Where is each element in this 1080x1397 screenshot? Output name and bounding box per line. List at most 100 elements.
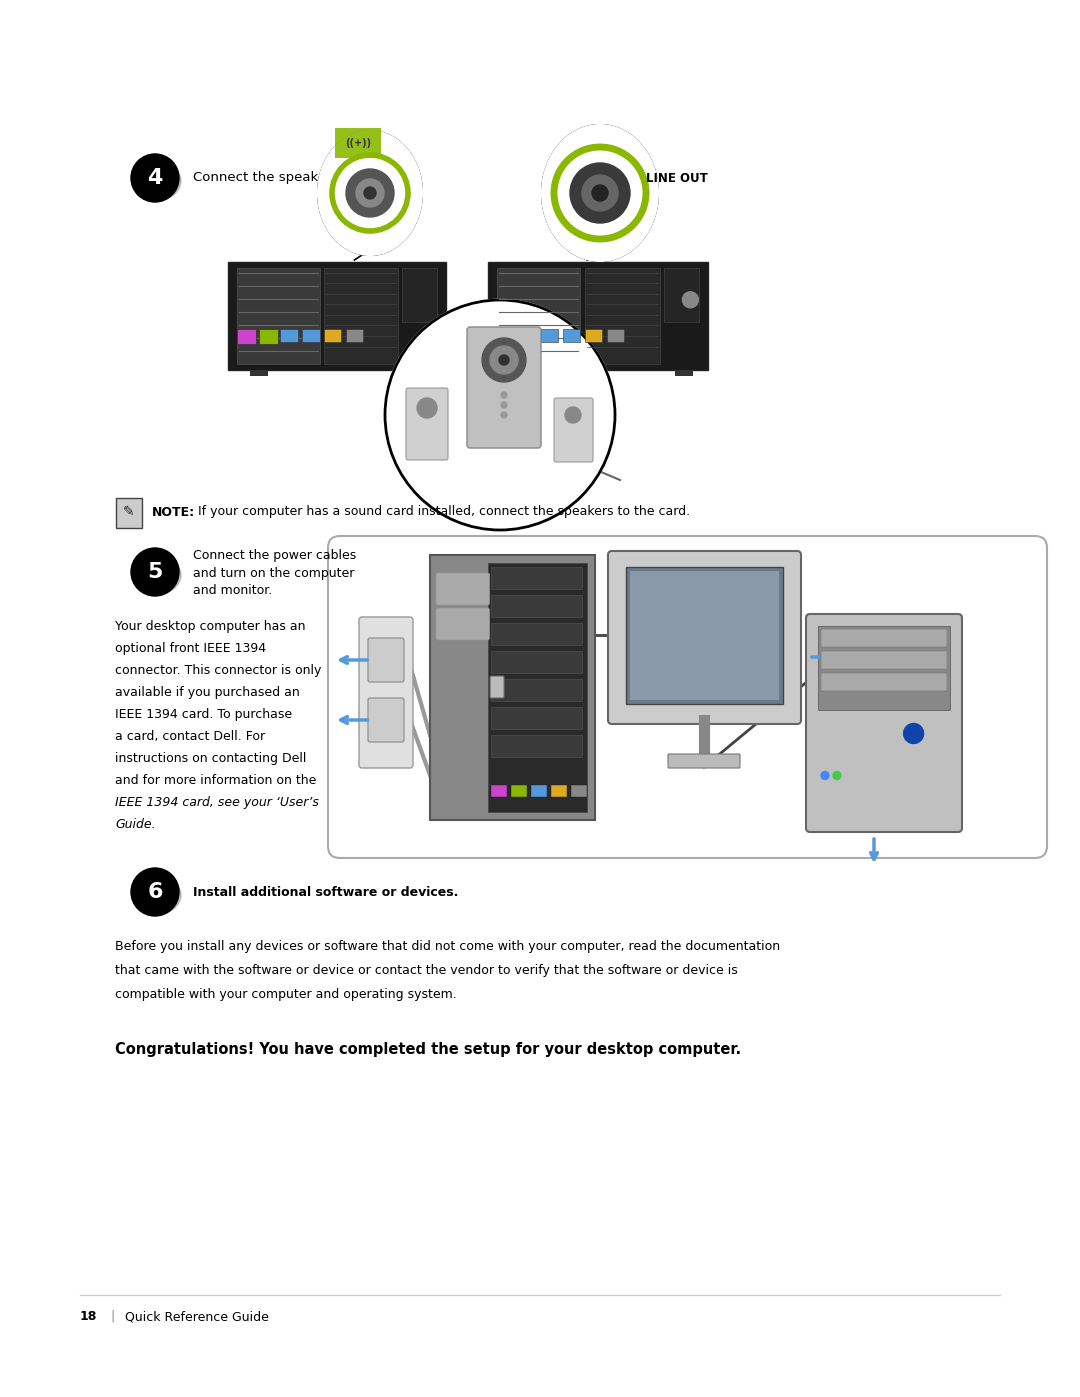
FancyBboxPatch shape	[237, 328, 256, 344]
Text: and turn on the computer: and turn on the computer	[193, 567, 354, 580]
FancyBboxPatch shape	[228, 263, 446, 370]
Circle shape	[499, 355, 509, 365]
FancyBboxPatch shape	[821, 651, 947, 669]
Text: IEEE 1394 card. To purchase: IEEE 1394 card. To purchase	[114, 708, 292, 721]
FancyBboxPatch shape	[467, 327, 541, 448]
FancyBboxPatch shape	[491, 707, 582, 729]
FancyBboxPatch shape	[626, 567, 783, 704]
Text: 4: 4	[147, 168, 163, 189]
Text: LINE OUT: LINE OUT	[646, 172, 707, 184]
FancyBboxPatch shape	[116, 497, 141, 528]
Circle shape	[833, 771, 841, 780]
Text: Quick Reference Guide: Quick Reference Guide	[125, 1310, 269, 1323]
FancyBboxPatch shape	[806, 615, 962, 833]
FancyBboxPatch shape	[518, 328, 539, 344]
Text: Before you install any devices or software that did not come with your computer,: Before you install any devices or softwa…	[114, 940, 780, 953]
Text: a card, contact Dell. For: a card, contact Dell. For	[114, 731, 265, 743]
FancyBboxPatch shape	[491, 735, 582, 757]
Ellipse shape	[133, 556, 181, 594]
FancyBboxPatch shape	[491, 623, 582, 645]
Circle shape	[501, 393, 507, 398]
Text: ((+)): ((+))	[345, 138, 372, 148]
FancyBboxPatch shape	[249, 370, 268, 376]
Circle shape	[384, 300, 615, 529]
Text: compatible with your computer and operating system.: compatible with your computer and operat…	[114, 988, 457, 1002]
Text: instructions on contacting Dell: instructions on contacting Dell	[114, 752, 307, 766]
FancyBboxPatch shape	[551, 785, 567, 798]
Text: Install additional software or devices.: Install additional software or devices.	[193, 886, 458, 898]
Text: Your desktop computer has an: Your desktop computer has an	[114, 620, 306, 633]
FancyBboxPatch shape	[346, 328, 363, 342]
Ellipse shape	[542, 124, 658, 261]
FancyBboxPatch shape	[563, 328, 580, 342]
Circle shape	[582, 175, 618, 211]
FancyBboxPatch shape	[630, 571, 779, 700]
Circle shape	[356, 179, 384, 207]
Ellipse shape	[133, 876, 181, 914]
FancyBboxPatch shape	[406, 388, 448, 460]
Text: Congratulations! You have completed the setup for your desktop computer.: Congratulations! You have completed the …	[114, 1042, 741, 1058]
FancyBboxPatch shape	[281, 328, 298, 342]
Text: that came with the software or device or contact the vendor to verify that the s: that came with the software or device or…	[114, 964, 738, 977]
Circle shape	[131, 868, 179, 916]
FancyBboxPatch shape	[430, 555, 595, 820]
FancyBboxPatch shape	[531, 785, 548, 798]
FancyBboxPatch shape	[818, 626, 950, 710]
Text: 5: 5	[147, 562, 163, 583]
FancyBboxPatch shape	[554, 398, 593, 462]
Ellipse shape	[318, 131, 422, 256]
Circle shape	[131, 154, 179, 203]
FancyBboxPatch shape	[328, 536, 1047, 858]
FancyBboxPatch shape	[491, 595, 582, 617]
FancyBboxPatch shape	[821, 673, 947, 692]
Text: Connect the speakers.: Connect the speakers.	[193, 172, 342, 184]
FancyBboxPatch shape	[675, 370, 693, 376]
Circle shape	[904, 724, 923, 743]
Text: NOTE:: NOTE:	[152, 506, 195, 518]
FancyBboxPatch shape	[607, 328, 624, 342]
Circle shape	[482, 338, 526, 381]
Text: Connect the power cables: Connect the power cables	[193, 549, 356, 563]
FancyBboxPatch shape	[491, 651, 582, 673]
FancyBboxPatch shape	[368, 638, 404, 682]
Text: |: |	[110, 1310, 114, 1323]
FancyBboxPatch shape	[821, 629, 947, 647]
FancyBboxPatch shape	[491, 679, 582, 701]
FancyBboxPatch shape	[571, 785, 588, 798]
FancyBboxPatch shape	[541, 328, 558, 342]
FancyBboxPatch shape	[488, 563, 586, 812]
FancyBboxPatch shape	[324, 268, 399, 363]
FancyBboxPatch shape	[258, 328, 279, 344]
FancyBboxPatch shape	[403, 268, 437, 323]
FancyBboxPatch shape	[584, 268, 660, 363]
Circle shape	[592, 184, 608, 201]
Text: ✎: ✎	[123, 504, 135, 520]
Circle shape	[490, 346, 518, 374]
Circle shape	[501, 402, 507, 408]
FancyBboxPatch shape	[497, 268, 580, 363]
FancyBboxPatch shape	[490, 676, 504, 698]
Text: available if you purchased an: available if you purchased an	[114, 686, 300, 698]
FancyBboxPatch shape	[511, 785, 527, 798]
Text: and for more information on the: and for more information on the	[114, 774, 316, 787]
Text: optional front IEEE 1394: optional front IEEE 1394	[114, 643, 266, 655]
Circle shape	[683, 292, 699, 307]
Text: If your computer has a sound card installed, connect the speakers to the card.: If your computer has a sound card instal…	[194, 506, 690, 518]
Circle shape	[570, 163, 630, 224]
FancyBboxPatch shape	[368, 698, 404, 742]
FancyBboxPatch shape	[302, 328, 320, 342]
FancyBboxPatch shape	[584, 328, 603, 342]
Text: IEEE 1394 card, see your ‘User’s: IEEE 1394 card, see your ‘User’s	[114, 796, 319, 809]
FancyBboxPatch shape	[664, 268, 699, 323]
FancyBboxPatch shape	[436, 573, 489, 605]
Circle shape	[821, 771, 829, 780]
Circle shape	[131, 548, 179, 597]
FancyBboxPatch shape	[237, 268, 320, 363]
Text: 18: 18	[80, 1310, 97, 1323]
FancyBboxPatch shape	[359, 617, 413, 768]
FancyBboxPatch shape	[669, 754, 740, 768]
Text: and monitor.: and monitor.	[193, 584, 272, 597]
Circle shape	[417, 398, 437, 418]
FancyBboxPatch shape	[436, 608, 489, 640]
FancyBboxPatch shape	[324, 328, 341, 342]
